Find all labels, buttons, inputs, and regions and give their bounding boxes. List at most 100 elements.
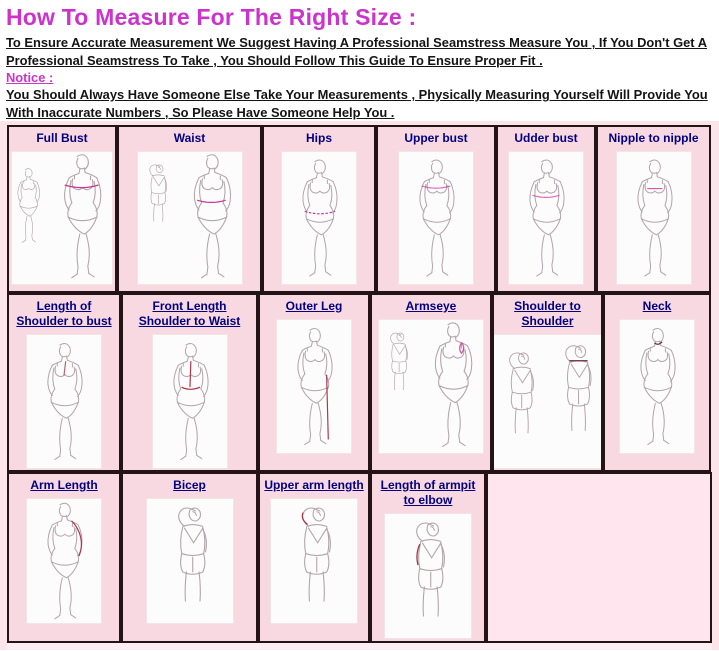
measure-cell: Full Bust bbox=[7, 124, 117, 293]
measure-label-link[interactable]: Length of Shoulder to bust bbox=[16, 298, 112, 328]
measure-label: Waist bbox=[119, 127, 260, 147]
measure-line-outer-leg bbox=[326, 374, 329, 440]
figure-sketch bbox=[17, 154, 102, 279]
measure-cell: Outer Leg bbox=[258, 292, 370, 472]
measure-label: Upper bust bbox=[378, 127, 494, 147]
measure-cell: Front Length Shoulder to Waist bbox=[121, 292, 258, 472]
measure-label-text: Udder bust bbox=[514, 130, 578, 145]
measure-label-text: Hips bbox=[305, 130, 332, 145]
figure-illustration bbox=[616, 151, 691, 284]
figure-sketch bbox=[47, 502, 83, 620]
measure-label: Neck bbox=[605, 295, 709, 315]
measurement-table: Full Bust Waist Hips Upper bust Udder bust Ni… bbox=[7, 124, 712, 643]
empty-cell bbox=[486, 471, 712, 643]
measure-cell: Neck bbox=[603, 292, 711, 472]
measure-label-link[interactable]: Armseye bbox=[405, 298, 457, 313]
notice-label: Notice : bbox=[6, 70, 54, 85]
figure-sketch bbox=[301, 507, 331, 602]
measure-label-link[interactable]: Outer Leg bbox=[285, 298, 343, 313]
measure-line-arm-length bbox=[71, 520, 82, 557]
figure-sketch bbox=[177, 507, 207, 602]
measure-line-under-bust bbox=[532, 194, 560, 198]
intro-text: To Ensure Accurate Measurement We Sugges… bbox=[6, 35, 708, 68]
measure-line-upper-bust bbox=[421, 185, 451, 189]
measure-line-armpit-elbow bbox=[416, 543, 421, 566]
figure-illustration bbox=[399, 151, 473, 284]
figure-illustration bbox=[379, 319, 483, 453]
measure-label-text: Waist bbox=[173, 130, 206, 145]
measure-label-link[interactable]: Front Length Shoulder to Waist bbox=[138, 298, 241, 328]
measurement-row: Arm Length Bicep Upper arm length Length of… bbox=[7, 471, 712, 643]
measure-label: Length of Shoulder to bust bbox=[9, 295, 119, 330]
footer-strip bbox=[7, 642, 712, 650]
measure-cell: Udder bust bbox=[496, 124, 596, 293]
figure-sketch bbox=[529, 159, 565, 277]
measure-label: Arm Length bbox=[9, 474, 119, 494]
measure-label: Bicep bbox=[123, 474, 256, 494]
measure-cell: Armseye bbox=[370, 292, 492, 472]
page-title: How To Measure For The Right Size : bbox=[6, 4, 417, 30]
figure-illustration bbox=[12, 151, 112, 284]
figure-sketch bbox=[419, 159, 455, 277]
measure-cell: Arm Length bbox=[7, 471, 121, 643]
figure-illustration bbox=[271, 498, 357, 623]
figure-illustration bbox=[494, 334, 601, 468]
measure-line-upper-arm bbox=[301, 512, 309, 525]
measure-label: Full Bust bbox=[9, 127, 115, 147]
measurement-row: Full Bust Waist Hips Upper bust Udder bust Ni… bbox=[7, 124, 712, 293]
figure-sketch bbox=[302, 159, 338, 277]
measure-cell: Upper bust bbox=[376, 124, 496, 293]
figure-illustration bbox=[27, 498, 101, 623]
measure-cell: Hips bbox=[262, 124, 376, 293]
measure-label-link[interactable]: Length of armpit to elbow bbox=[380, 477, 476, 507]
figure-illustration bbox=[277, 319, 351, 453]
measure-label: Shoulder to Shoulder bbox=[494, 295, 601, 330]
measure-label: Front Length Shoulder to Waist bbox=[123, 295, 256, 330]
measure-label: Length of armpit to elbow bbox=[372, 474, 484, 509]
page-header: How To Measure For The Right Size : To E… bbox=[0, 0, 719, 121]
figure-sketch bbox=[172, 342, 209, 460]
measure-line-shoulder-waist bbox=[180, 360, 200, 390]
measure-label: Hips bbox=[264, 127, 374, 147]
figure-sketch bbox=[148, 154, 231, 279]
figure-illustration bbox=[27, 334, 101, 468]
figure-illustration bbox=[152, 334, 227, 468]
figure-sketch bbox=[509, 345, 592, 434]
measure-label: Armseye bbox=[372, 295, 490, 315]
measure-line-armseye bbox=[459, 342, 465, 355]
measure-label: Udder bust bbox=[498, 127, 594, 147]
measurement-row: Length of Shoulder to bust Front Length S… bbox=[7, 292, 712, 472]
measure-line-shoulder-bust bbox=[63, 360, 67, 376]
measure-cell: Waist bbox=[117, 124, 262, 293]
figure-sketch bbox=[640, 327, 676, 445]
measure-label: Outer Leg bbox=[260, 295, 368, 315]
measure-label-link[interactable]: Upper arm length bbox=[264, 477, 364, 492]
measure-cell: Nipple to nipple bbox=[596, 124, 711, 293]
measure-label-text: Upper bust bbox=[404, 130, 468, 145]
figure-sketch bbox=[47, 342, 83, 460]
figure-illustration bbox=[509, 151, 583, 284]
measure-label: Upper arm length bbox=[260, 474, 368, 494]
measure-cell: Shoulder to Shoulder bbox=[492, 292, 603, 472]
measurement-guide-section: Full Bust Waist Hips Upper bust Udder bust Ni… bbox=[0, 120, 719, 650]
figure-illustration bbox=[137, 151, 242, 284]
measure-cell: Bicep bbox=[121, 471, 258, 643]
measure-label-text: Nipple to nipple bbox=[608, 130, 699, 145]
measure-label-text: Full Bust bbox=[36, 130, 88, 145]
measure-cell: Upper arm length bbox=[258, 471, 370, 643]
figure-illustration bbox=[146, 498, 233, 623]
measure-line-bust bbox=[64, 184, 99, 189]
measure-label-link[interactable]: Bicep bbox=[173, 477, 206, 492]
measure-line-neck bbox=[654, 341, 663, 345]
figure-sketch bbox=[390, 322, 473, 447]
measure-label-link[interactable]: Neck bbox=[642, 298, 672, 313]
figure-illustration bbox=[385, 513, 471, 638]
figure-sketch bbox=[636, 159, 673, 277]
measure-line-waist bbox=[196, 199, 226, 203]
measure-label-link[interactable]: Shoulder to Shoulder bbox=[514, 298, 581, 328]
measure-cell: Length of armpit to elbow bbox=[370, 471, 486, 643]
measure-line-hips bbox=[304, 210, 336, 215]
measure-label-link[interactable]: Arm Length bbox=[30, 477, 98, 492]
notice-text: You Should Always Have Someone Else Take… bbox=[6, 87, 708, 120]
